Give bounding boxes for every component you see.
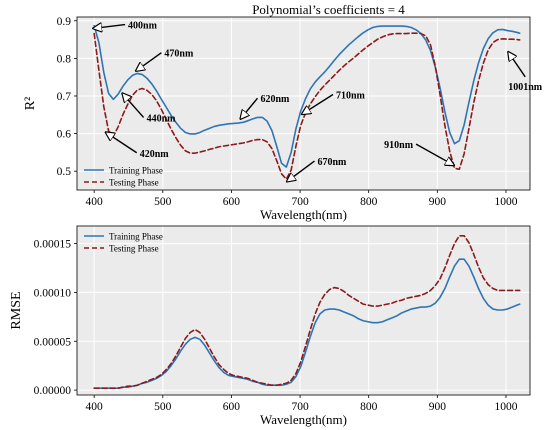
rmse-plot-area xyxy=(77,226,530,395)
r2-x-tick-label: 600 xyxy=(223,196,241,208)
rmse-series-line-training xyxy=(93,258,521,389)
r2-series-line-training xyxy=(93,24,521,168)
r2-x-tick-label: 1000 xyxy=(494,196,517,208)
rmse-x-tick-label: 600 xyxy=(223,401,241,413)
annotation-label: 710nm xyxy=(336,90,366,101)
r2-annotations: 400nm 470nm 620nm 710nm 440nm 420nm 670nm 910nm… xyxy=(94,21,543,181)
r2-y-tick-label: 0.5 xyxy=(57,166,72,178)
r2-x-tick-label: 800 xyxy=(360,196,378,208)
r2-legend-label: Testing Phase xyxy=(109,178,159,188)
rmse-plot-frame xyxy=(76,225,531,396)
annotation-label: 670nm xyxy=(317,157,347,168)
rmse-gridlines xyxy=(77,226,530,395)
annotation-label: 620nm xyxy=(261,94,291,105)
rmse-series-line-testing xyxy=(93,234,521,389)
annotation-arrow xyxy=(123,94,145,118)
annotation-arrow xyxy=(288,160,315,181)
annotation-arrow xyxy=(94,25,126,29)
rmse-y-tick-label: 0.00005 xyxy=(34,336,72,348)
r2-y-tick-label: 0.8 xyxy=(57,53,72,65)
rmse-x-tick-label: 800 xyxy=(360,401,378,413)
rmse-panel: 400 500 600 700 800 900 1000 0.00000 0.00005 0.00… xyxy=(9,225,531,427)
r2-y-tick-label: 0.6 xyxy=(57,129,72,141)
rmse-x-tick-label: 400 xyxy=(86,401,104,413)
annotation-label: 400nm xyxy=(128,21,158,32)
r2-plot-frame xyxy=(76,16,531,191)
r2-y-axis-label: R² xyxy=(23,97,38,111)
rmse-y-tick-label: 0.00000 xyxy=(34,385,72,397)
r2-y-tick-label: 0.7 xyxy=(57,91,72,103)
rmse-x-tick-label: 900 xyxy=(429,401,447,413)
annotation-arrow xyxy=(107,133,138,154)
r2-x-tick-label: 700 xyxy=(291,196,309,208)
rmse-series-group xyxy=(93,234,521,389)
rmse-x-tick-label: 500 xyxy=(154,401,172,413)
r2-x-tick-label: 900 xyxy=(429,196,447,208)
annotation-arrow xyxy=(509,53,526,78)
rmse-x-tick-label: 700 xyxy=(291,401,309,413)
rmse-y-tick-label: 0.00010 xyxy=(34,287,72,299)
annotation-label: 440nm xyxy=(147,113,177,124)
r2-legend-label: Training Phase xyxy=(109,166,163,176)
r2-x-axis-label: Wavelength(nm) xyxy=(260,207,347,222)
annotation-arrow xyxy=(415,143,453,165)
rmse-x-tick-label: 1000 xyxy=(494,401,517,413)
rmse-x-axis-label: Wavelength(nm) xyxy=(260,412,347,427)
annotation-label: 910nm xyxy=(384,140,414,151)
annotation-label: 420nm xyxy=(140,149,170,160)
rmse-y-axis-label: RMSE xyxy=(9,291,24,329)
rmse-legend: Training Phase Testing Phase xyxy=(84,232,163,254)
annotation-label: 470nm xyxy=(164,49,194,60)
annotation-arrow xyxy=(241,97,259,118)
r2-panel: 400 500 600 700 800 900 1000 0.5 0.6 0.7 0.8 0.9 40… xyxy=(23,2,543,222)
rmse-y-tick-label: 0.00015 xyxy=(34,239,72,251)
r2-chart-title: Polynomial’s coefficients = 4 xyxy=(252,2,405,17)
r2-x-tick-label: 500 xyxy=(154,196,172,208)
annotation-label: 1001nm xyxy=(508,82,543,93)
annotation-arrow xyxy=(303,93,334,113)
annotation-arrow xyxy=(137,52,162,71)
rmse-legend-label: Testing Phase xyxy=(109,244,159,254)
r2-axis-ticks: 400 500 600 700 800 900 1000 0.5 0.6 0.7 0.8 0.9 xyxy=(57,16,518,208)
rmse-axis-ticks: 400 500 600 700 800 900 1000 0.00000 0.00005 0.00… xyxy=(34,239,518,413)
r2-x-tick-label: 400 xyxy=(86,196,104,208)
r2-legend: Training Phase Testing Phase xyxy=(84,166,163,188)
r2-y-tick-label: 0.9 xyxy=(57,16,72,28)
rmse-legend-label: Training Phase xyxy=(109,232,163,242)
